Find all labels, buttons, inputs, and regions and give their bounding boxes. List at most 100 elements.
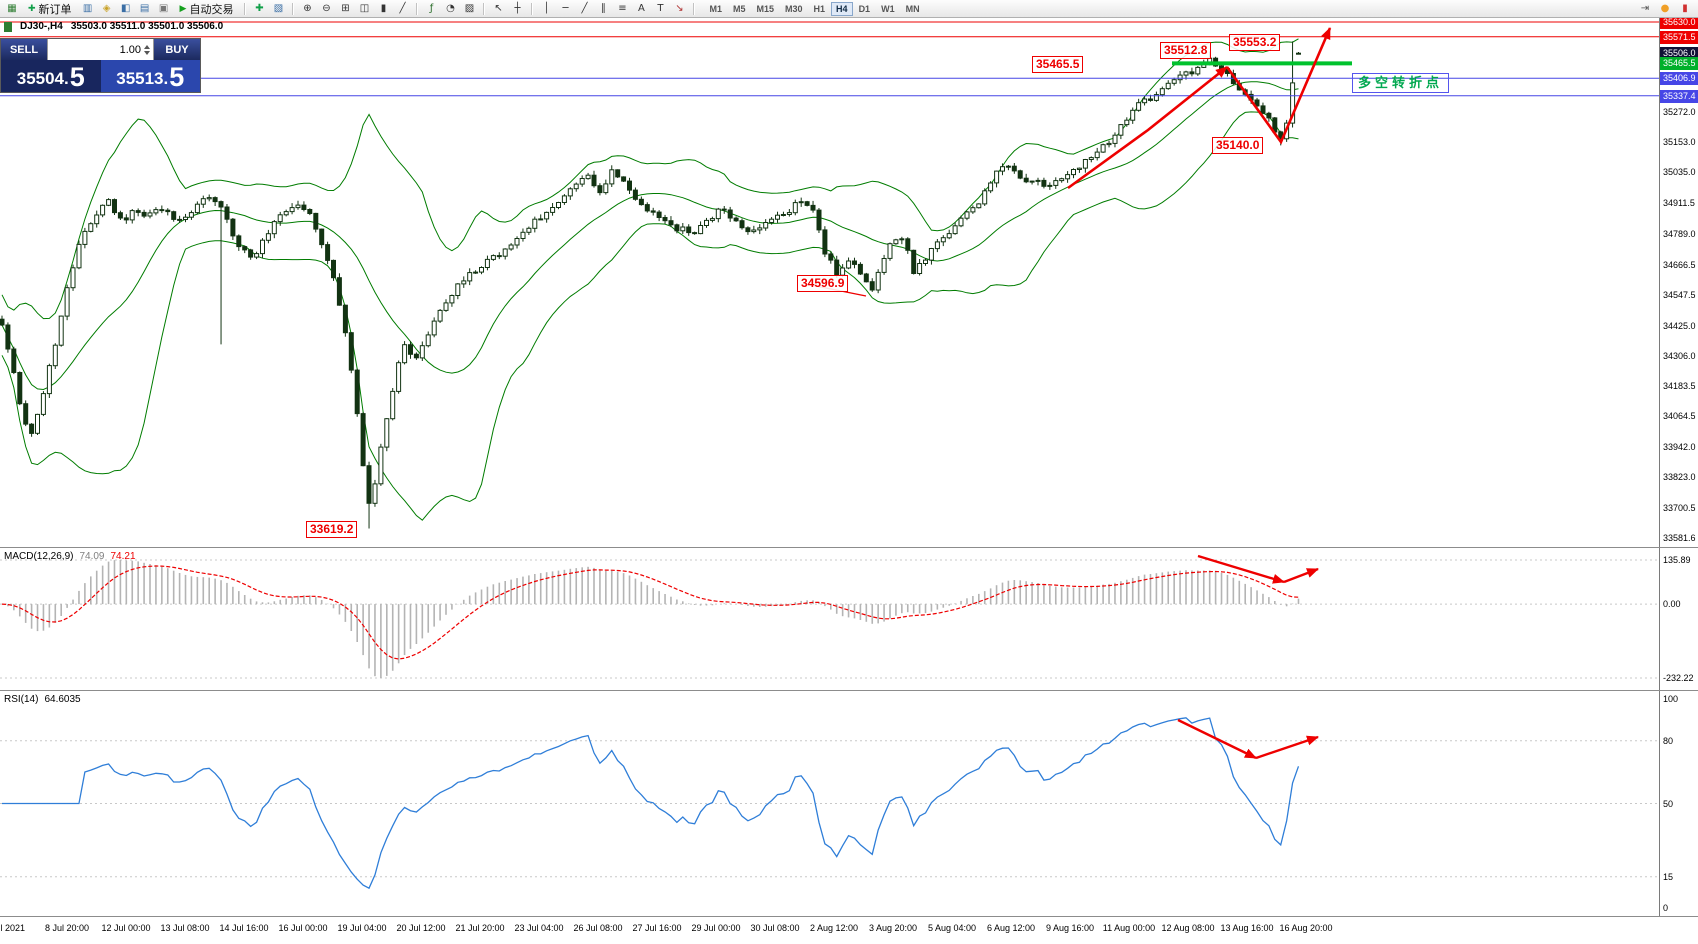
price-annotation[interactable]: 34596.9 <box>797 275 849 292</box>
time-axis-label: 19 Jul 04:00 <box>337 923 387 933</box>
macd-axis-label: -232.22 <box>1663 673 1694 683</box>
cursor-icon[interactable]: ↖ <box>494 2 503 14</box>
macd-panel[interactable]: MACD(12,26,9) 74.09 74.21 135.89 0.00 -232… <box>0 548 1698 691</box>
rsi-axis-label: 50 <box>1663 799 1674 809</box>
toolbar-separator <box>693 2 695 15</box>
timeframe-w1-button[interactable]: W1 <box>881 3 895 14</box>
trendline-icon[interactable]: ╱ <box>581 2 588 14</box>
rsi-axis-label: 15 <box>1663 872 1674 882</box>
sell-price[interactable]: 35504. 5 <box>1 60 101 92</box>
chart-ohlc: 35503.0 35511.0 35501.0 35506.0 <box>70 21 224 32</box>
price-annotation[interactable]: 33619.2 <box>306 521 358 538</box>
time-axis-label: 30 Jul 08:00 <box>750 923 800 933</box>
tile-windows-icon[interactable]: ⊞ <box>341 2 350 14</box>
price-axis-label: 34425.0 <box>1663 321 1696 331</box>
zoom-in-icon[interactable]: ⊕ <box>303 2 312 14</box>
price-annotation[interactable]: 35140.0 <box>1212 137 1264 154</box>
one-click-trading-widget: SELL 1.00 BUY 35504. 5 35513. 5 <box>0 38 201 93</box>
vertical-line-icon[interactable]: │ <box>543 2 550 14</box>
navigator-icon[interactable]: ◧ <box>120 2 131 14</box>
volume-input[interactable]: 1.00 <box>47 39 154 60</box>
timeframe-mn-button[interactable]: MN <box>905 3 920 14</box>
timeframe-h4-button[interactable]: H4 <box>831 1 853 16</box>
templates-icon[interactable]: ▨ <box>464 2 475 14</box>
volume-value: 1.00 <box>119 43 141 56</box>
rsi-value: 64.6035 <box>44 694 81 705</box>
price-axis-label: 33823.0 <box>1663 472 1696 482</box>
price-annotation[interactable]: 35512.8 <box>1160 42 1212 59</box>
market-watch-icon[interactable]: ▥ <box>82 2 93 14</box>
price-axis-label: 33700.5 <box>1663 503 1696 513</box>
time-axis: Jul 2021 8 Jul 20:00 12 Jul 00:00 13 Jul 08… <box>0 917 1698 944</box>
price-chart-svg[interactable] <box>0 18 1659 547</box>
community-icon[interactable]: ● <box>1660 2 1670 14</box>
new-order-button[interactable]: ✚ 新订单 <box>22 1 78 16</box>
timeframe-m30-button[interactable]: M30 <box>785 3 803 14</box>
chart-header: DJ30-,H4 35503.0 35511.0 35501.0 35506.0 <box>4 21 223 32</box>
price-axis-label: 33581.6 <box>1663 533 1696 543</box>
crosshair-icon[interactable]: ┼ <box>514 2 521 14</box>
new-order-button-label: 新订单 <box>38 3 72 16</box>
note-annotation[interactable]: 多空转折点 <box>1352 73 1450 93</box>
timeframe-h1-button[interactable]: H1 <box>813 3 826 14</box>
chart-window-icon[interactable]: ▦ <box>7 2 17 14</box>
volume-down-arrow-icon[interactable] <box>144 50 150 55</box>
time-axis-label: 13 Jul 08:00 <box>160 923 210 933</box>
buy-price-big-digit: 5 <box>169 62 185 93</box>
price-annotation[interactable]: 35465.5 <box>1032 56 1084 73</box>
trade-widget-prices: 35504. 5 35513. 5 <box>1 60 200 92</box>
price-axis-highlight: 35406.9 <box>1660 72 1698 85</box>
price-chart-panel[interactable]: DJ30-,H4 35503.0 35511.0 35501.0 35506.0… <box>0 18 1698 548</box>
macd-histogram <box>7 560 1300 678</box>
chart-symbol: DJ30-,H4 <box>20 21 63 32</box>
sell-price-main: 35504. <box>16 69 69 89</box>
line-chart-icon[interactable]: ╱ <box>399 2 406 14</box>
zoom-out-icon[interactable]: ⊖ <box>322 2 331 14</box>
timeframe-m5-button[interactable]: M5 <box>732 3 746 14</box>
timeframe-m1-button[interactable]: M1 <box>709 3 722 14</box>
periods-icon[interactable]: ◔ <box>446 2 455 14</box>
candlestick-chart-icon[interactable]: ▮ <box>380 2 387 14</box>
price-axis-highlight: 35337.4 <box>1660 90 1698 103</box>
rsi-panel[interactable]: RSI(14) 64.6035 100 80 50 15 0 <box>0 691 1698 917</box>
time-axis-label: 16 Aug 20:00 <box>1279 923 1333 933</box>
text-icon[interactable]: A <box>638 2 645 14</box>
bar-chart-icon[interactable]: ◫ <box>359 2 370 14</box>
timeframe-d1-button[interactable]: D1 <box>858 3 871 14</box>
rsi-axis-label: 100 <box>1663 694 1679 704</box>
time-axis-label: 26 Jul 08:00 <box>573 923 623 933</box>
fibonacci-icon[interactable]: ≡ <box>618 2 627 14</box>
timeframe-m15-button[interactable]: M15 <box>756 3 775 14</box>
chart-shift-icon[interactable]: ⇥ <box>1640 2 1650 14</box>
horizontal-line-icon[interactable]: ─ <box>562 2 569 14</box>
bollinger-bands <box>1 38 1299 521</box>
profiles-icon[interactable]: ▧ <box>273 2 284 14</box>
strategy-tester-icon[interactable]: ▣ <box>158 2 169 14</box>
autotrading-button-label: 自动交易 <box>189 3 234 16</box>
autotrading-button[interactable]: ▶ 自动交易 <box>174 1 240 16</box>
price-annotation[interactable]: 35553.2 <box>1229 34 1281 51</box>
macd-chart-svg[interactable] <box>0 548 1659 690</box>
volume-up-arrow-icon[interactable] <box>144 44 150 49</box>
price-axis-label: 34911.5 <box>1663 198 1695 208</box>
terminal-icon[interactable]: ▤ <box>139 2 150 14</box>
price-axis-label: 34183.5 <box>1663 381 1696 391</box>
arrow-object-icon[interactable]: ↘ <box>675 2 684 14</box>
time-axis-label: 5 Aug 04:00 <box>927 923 977 933</box>
buy-price[interactable]: 35513. 5 <box>100 60 200 93</box>
new-chart-icon[interactable]: ✚ <box>255 2 264 14</box>
label-icon[interactable]: T <box>657 2 664 14</box>
time-axis-label: 12 Jul 00:00 <box>101 923 151 933</box>
price-axis-label: 35153.0 <box>1663 137 1696 147</box>
macd-axis-label: 135.89 <box>1663 555 1691 565</box>
rsi-chart-svg[interactable] <box>0 691 1659 916</box>
buy-button[interactable]: BUY <box>154 39 200 60</box>
macd-main-value: 74.09 <box>79 551 105 562</box>
sell-button[interactable]: SELL <box>1 39 47 60</box>
volume-spinner[interactable] <box>144 44 150 55</box>
data-window-icon[interactable]: ◈ <box>102 2 111 14</box>
channel-icon[interactable]: ∥ <box>600 2 606 14</box>
indicators-icon[interactable]: ƒ <box>429 2 434 14</box>
time-axis-label: 27 Jul 16:00 <box>632 923 682 933</box>
alert-badge-icon[interactable]: ▮ <box>1682 2 1688 14</box>
